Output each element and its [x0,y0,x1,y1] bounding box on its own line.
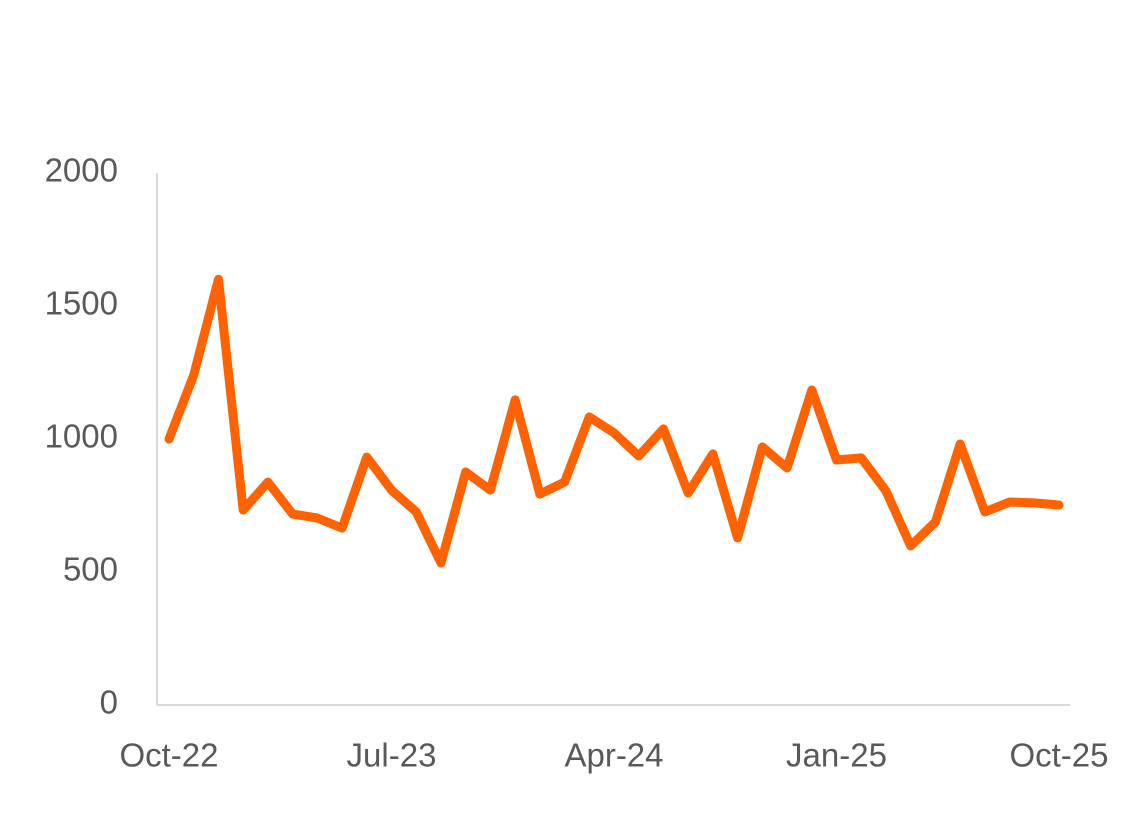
y-tick-label: 500 [63,551,118,588]
x-tick-label: Jul-23 [347,737,437,774]
y-tick-label: 2000 [45,152,118,189]
x-tick-label: Jan-25 [786,737,887,774]
y-tick-label: 0 [100,684,118,721]
data-line [164,274,1064,568]
y-tick-label: 1000 [45,418,118,455]
y-tick-label: 1500 [45,285,118,322]
x-tick-label: Oct-25 [1009,737,1108,774]
x-tick-label: Oct-22 [119,737,218,774]
x-tick-label: Apr-24 [564,737,663,774]
